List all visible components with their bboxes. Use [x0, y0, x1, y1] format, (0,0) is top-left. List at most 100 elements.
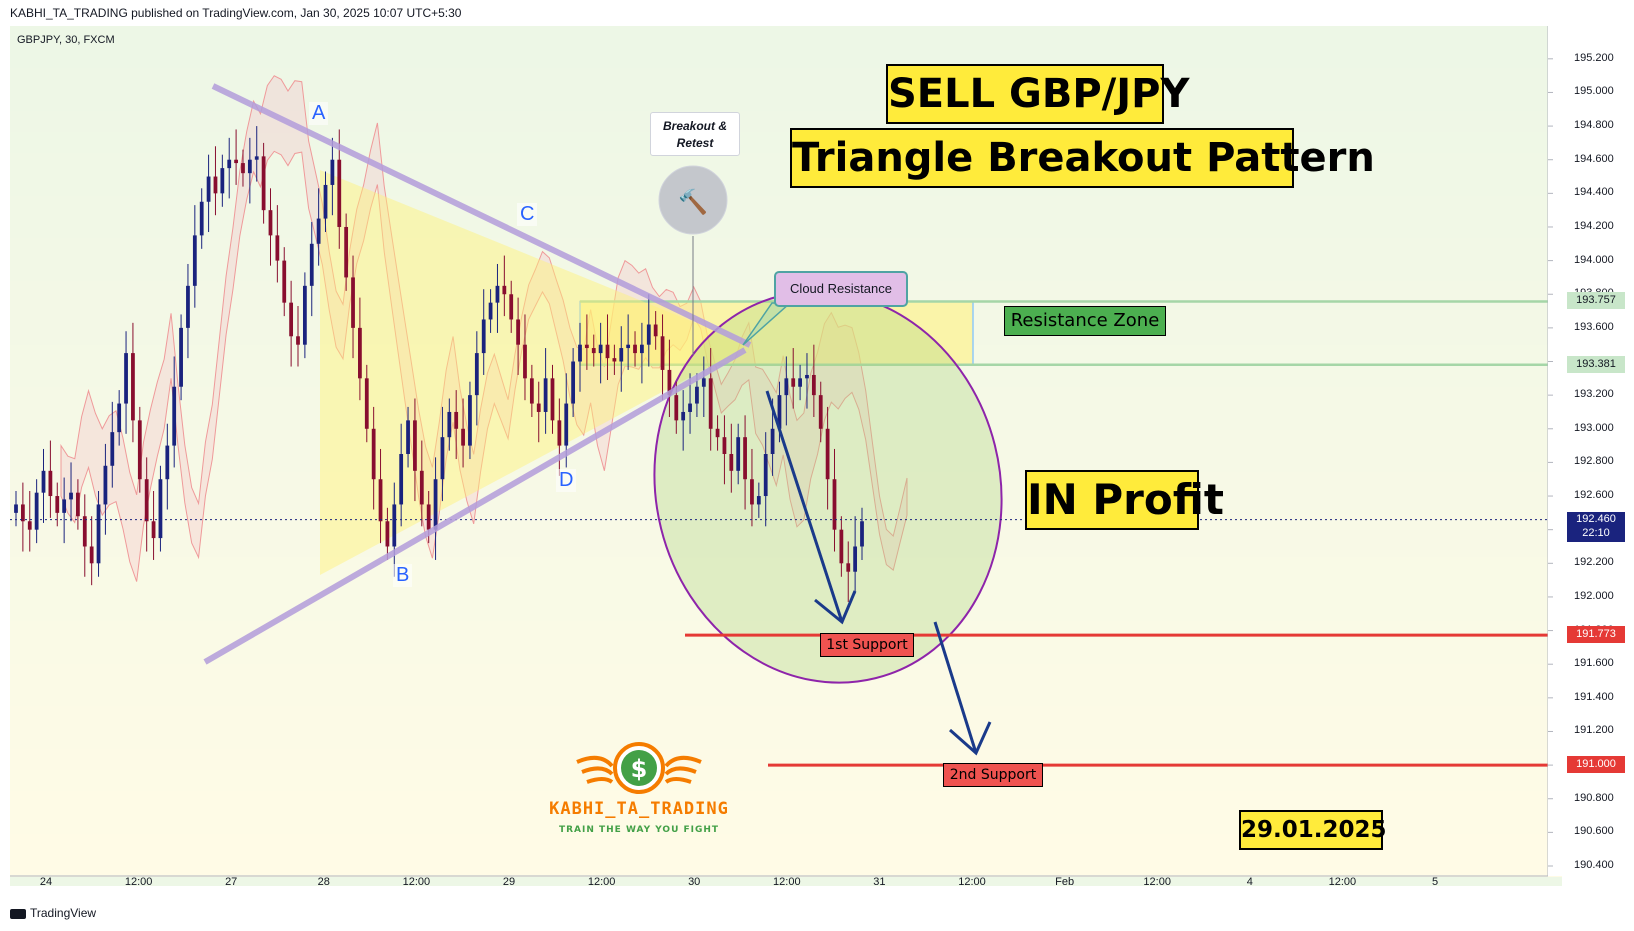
candle-body [316, 218, 321, 244]
candle-body [234, 159, 238, 164]
price-tick-label: 191.600 [1574, 657, 1614, 670]
price-tick-label: 192.600 [1574, 489, 1614, 502]
candle-body [351, 277, 355, 328]
upper-trendline [211, 83, 752, 348]
candle-body [591, 348, 596, 354]
candle-body [708, 378, 713, 429]
breakout-retest-label: Breakout & Retest [650, 112, 740, 156]
candle-body [296, 336, 300, 345]
price-tick-label: 194.400 [1574, 186, 1614, 199]
candle-body [433, 479, 438, 530]
candle-body [722, 437, 727, 454]
point-d-label: D [556, 469, 577, 492]
candle-body [241, 163, 245, 174]
price-tick-label: 195.200 [1574, 51, 1614, 64]
price-tick-label: 192.200 [1574, 556, 1614, 569]
candle-body [124, 353, 128, 404]
footer-brand[interactable]: TradingView [10, 906, 96, 920]
bg-band [10, 727, 1562, 750]
cloud-band [60, 75, 908, 582]
candle-body [818, 395, 823, 429]
candle-body [777, 395, 782, 429]
candle-body [406, 420, 410, 454]
arrow1-shaft [765, 390, 844, 623]
time-tick-label: 27 [225, 876, 238, 888]
candle-body [811, 374, 816, 396]
published-line: KABHI_TA_TRADING published on TradingVie… [10, 6, 462, 20]
candle-body [640, 344, 644, 354]
price-tick-label: 190.800 [1574, 791, 1614, 804]
candle-body [282, 260, 287, 303]
candle-body [117, 403, 122, 433]
candle-body [378, 479, 383, 522]
candle-body [337, 159, 342, 227]
resistance-zone-label: Resistance Zone [1004, 306, 1166, 336]
time-tick-label: 29 [502, 876, 516, 888]
candle-body [103, 465, 108, 505]
candle-body [151, 521, 156, 539]
candle-body [743, 437, 747, 480]
bg-band [10, 791, 1562, 814]
time-tick-label: 28 [317, 876, 330, 888]
candle-body [89, 546, 94, 564]
candle-body [192, 235, 197, 286]
cloud-resistance-label: Cloud Resistance [774, 271, 908, 307]
candle-body [502, 285, 507, 295]
price-tick-label: 193.200 [1574, 388, 1614, 401]
point-b-label: B [393, 564, 413, 587]
title-pattern: Triangle Breakout Pattern [790, 128, 1375, 188]
candle-body [495, 285, 500, 303]
candle-body [76, 492, 80, 517]
candle-body [791, 378, 796, 387]
candle-body [853, 546, 858, 572]
candle-body [750, 479, 754, 505]
candle-body [268, 210, 273, 236]
candle-body [825, 428, 830, 480]
candle-body [110, 432, 115, 466]
in-profit-label: IN Profit [1025, 470, 1224, 530]
triangle-fill [320, 170, 750, 575]
price-tick-label: 194.800 [1574, 119, 1614, 132]
logo-tagline: TRAIN THE WAY YOU FIGHT [558, 825, 720, 835]
candle-body [419, 470, 424, 505]
candle-body [206, 176, 211, 202]
candle-body [461, 428, 465, 446]
price-axis [10, 26, 1634, 877]
candle-body [399, 454, 404, 505]
time-tick-label: Feb [1055, 876, 1075, 888]
candle-body [536, 403, 541, 412]
candle-body [832, 479, 837, 530]
price-tick-label: 194.200 [1574, 219, 1614, 232]
time-tick-label: 12:00 [587, 876, 616, 888]
hammer-icon: 🔨 [678, 188, 708, 216]
bg-band [10, 854, 1562, 877]
candle-body [701, 378, 706, 387]
candle-body [468, 395, 472, 446]
time-tick-label: 12:00 [958, 876, 986, 888]
candle-body [261, 156, 266, 211]
candle-body [447, 411, 452, 438]
bg-band [10, 451, 1562, 474]
candle-body [302, 285, 307, 345]
point-c-label: C [517, 203, 538, 226]
time-tick-label: 5 [1431, 876, 1439, 888]
candle-body [48, 470, 53, 497]
time-tick-label: 4 [1246, 876, 1253, 888]
candle-body [488, 302, 493, 320]
bg-band [10, 68, 1562, 91]
candle-body [564, 403, 569, 446]
candle-body [309, 243, 314, 286]
bg-band [10, 769, 1562, 792]
candle-body [364, 378, 369, 429]
candle-body [27, 521, 32, 530]
candle-body [612, 358, 617, 362]
candle-body [688, 403, 692, 412]
footer-brand-label: TradingView [30, 906, 97, 920]
candle-body [454, 411, 459, 429]
flag-support2: 191.000 [1567, 756, 1625, 774]
candle-body [69, 492, 73, 500]
candle-body [34, 492, 39, 530]
candle-body [695, 386, 699, 404]
candle-body [165, 445, 170, 480]
bg-band [10, 89, 1562, 112]
